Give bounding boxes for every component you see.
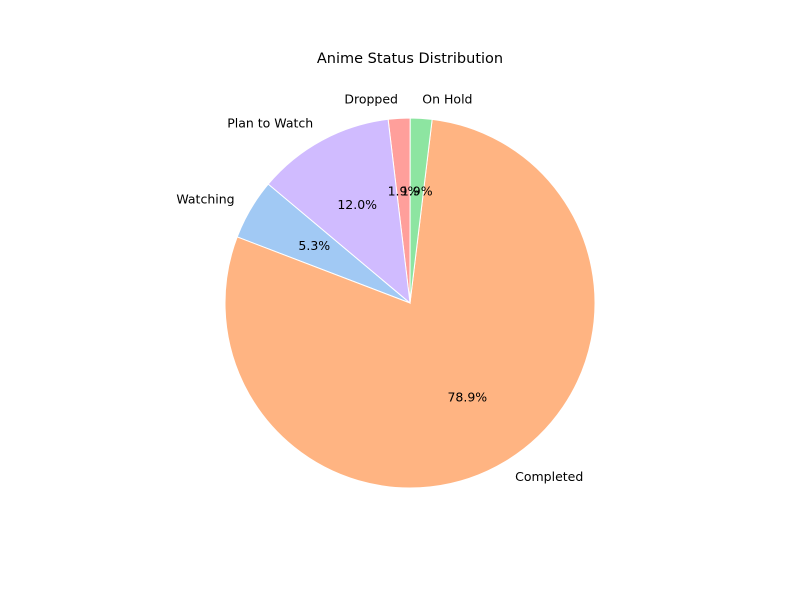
pie-slices	[224, 117, 596, 489]
slice-label-completed: Completed	[515, 469, 583, 484]
slice-label-dropped: Dropped	[344, 91, 398, 106]
slice-label-on-hold: On Hold	[422, 91, 472, 106]
slice-label-watching: Watching	[176, 191, 234, 206]
pct-label-on-hold: 1.9%	[401, 184, 433, 199]
chart-title: Anime Status Distribution	[317, 51, 503, 67]
slice-label-plan-to-watch: Plan to Watch	[227, 115, 313, 130]
pct-label-dropped: 1.9%	[388, 184, 420, 199]
pct-label-plan-to-watch: 12.0%	[337, 197, 377, 212]
pct-label-watching: 5.3%	[298, 238, 330, 253]
pct-label-completed: 78.9%	[447, 390, 487, 405]
pie-slice-completed	[224, 118, 596, 489]
pie-slice-plan-to-watch	[267, 118, 411, 305]
pie-labels: Watching 5.3% Completed 78.9% On Hold 1.9% Dro…	[176, 91, 583, 483]
